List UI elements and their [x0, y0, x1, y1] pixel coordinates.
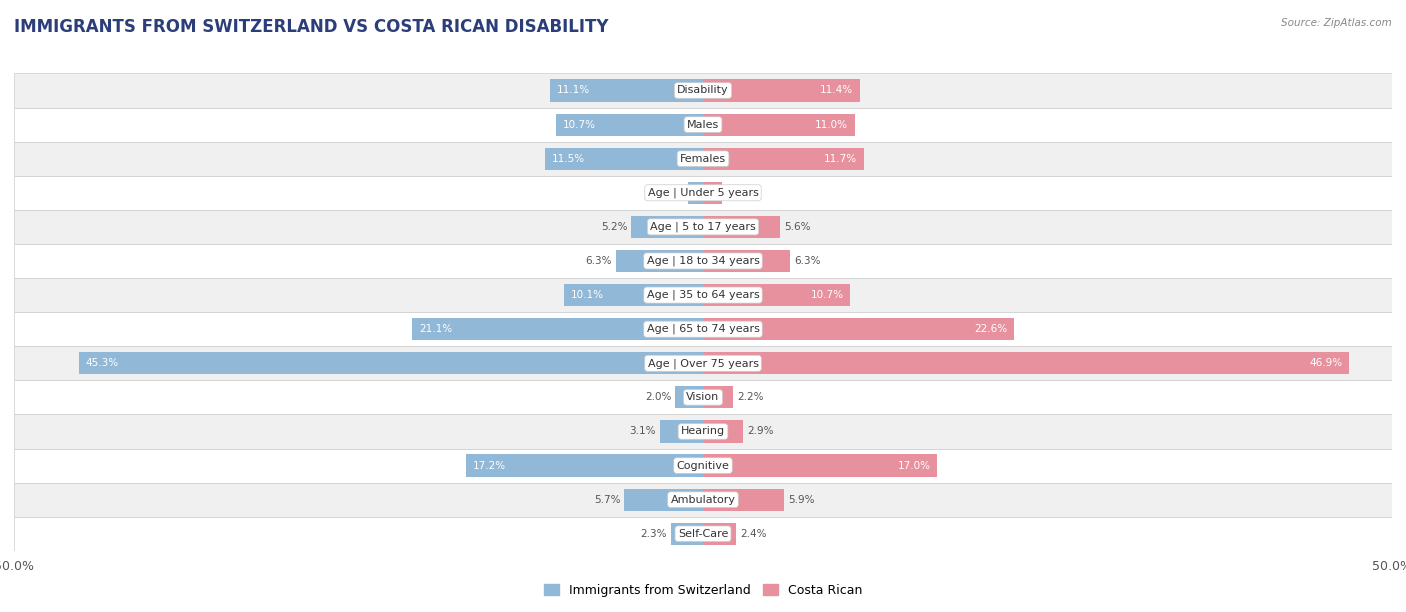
Bar	[631, 216, 703, 238]
Text: 22.6%: 22.6%	[974, 324, 1008, 334]
Text: 11.4%: 11.4%	[820, 86, 853, 95]
Text: 5.6%: 5.6%	[785, 222, 811, 232]
Text: 10.1%: 10.1%	[571, 290, 603, 300]
Text: 2.2%: 2.2%	[738, 392, 763, 402]
Bar	[703, 113, 855, 136]
Bar	[616, 250, 703, 272]
Bar	[661, 420, 703, 442]
Bar	[703, 216, 780, 238]
Text: 17.0%: 17.0%	[897, 461, 931, 471]
Bar	[412, 318, 703, 340]
Text: 5.9%: 5.9%	[789, 494, 815, 505]
Bar	[555, 113, 703, 136]
Text: 10.7%: 10.7%	[562, 119, 596, 130]
Bar	[14, 346, 1392, 380]
Text: 2.3%: 2.3%	[641, 529, 668, 539]
Text: 1.4%: 1.4%	[727, 188, 754, 198]
Bar	[703, 352, 1350, 375]
Text: 45.3%: 45.3%	[86, 358, 120, 368]
Text: 11.1%: 11.1%	[557, 86, 591, 95]
Text: 2.9%: 2.9%	[747, 427, 773, 436]
Bar	[703, 318, 1014, 340]
Bar	[79, 352, 703, 375]
Bar	[465, 455, 703, 477]
Bar	[14, 449, 1392, 483]
Bar	[675, 386, 703, 408]
Text: 6.3%: 6.3%	[585, 256, 612, 266]
Text: 17.2%: 17.2%	[472, 461, 506, 471]
Bar	[14, 278, 1392, 312]
Bar	[14, 517, 1392, 551]
Text: Age | 18 to 34 years: Age | 18 to 34 years	[647, 256, 759, 266]
Text: 46.9%: 46.9%	[1309, 358, 1343, 368]
Bar	[564, 284, 703, 306]
Bar	[14, 312, 1392, 346]
Text: 3.1%: 3.1%	[630, 427, 657, 436]
Bar	[671, 523, 703, 545]
Bar	[703, 182, 723, 204]
Bar	[14, 108, 1392, 141]
Bar	[703, 80, 860, 102]
Text: Males: Males	[688, 119, 718, 130]
Text: 11.7%: 11.7%	[824, 154, 858, 163]
Bar	[703, 284, 851, 306]
Bar	[14, 414, 1392, 449]
Text: Females: Females	[681, 154, 725, 163]
Text: 10.7%: 10.7%	[810, 290, 844, 300]
Text: Disability: Disability	[678, 86, 728, 95]
Legend: Immigrants from Switzerland, Costa Rican: Immigrants from Switzerland, Costa Rican	[538, 579, 868, 602]
Bar	[688, 182, 703, 204]
Bar	[703, 147, 865, 170]
Bar	[14, 141, 1392, 176]
Bar	[703, 523, 737, 545]
Text: 5.7%: 5.7%	[593, 494, 620, 505]
Text: IMMIGRANTS FROM SWITZERLAND VS COSTA RICAN DISABILITY: IMMIGRANTS FROM SWITZERLAND VS COSTA RIC…	[14, 18, 609, 36]
Bar	[14, 73, 1392, 108]
Bar	[703, 420, 742, 442]
Bar	[544, 147, 703, 170]
Text: Cognitive: Cognitive	[676, 461, 730, 471]
Text: Ambulatory: Ambulatory	[671, 494, 735, 505]
Text: 2.4%: 2.4%	[740, 529, 766, 539]
Bar	[703, 250, 790, 272]
Bar	[14, 176, 1392, 210]
Text: 11.0%: 11.0%	[814, 119, 848, 130]
Bar	[14, 380, 1392, 414]
Text: 6.3%: 6.3%	[794, 256, 821, 266]
Bar	[624, 488, 703, 511]
Bar	[703, 386, 734, 408]
Text: 11.5%: 11.5%	[551, 154, 585, 163]
Bar	[14, 244, 1392, 278]
Text: Vision: Vision	[686, 392, 720, 402]
Text: 1.1%: 1.1%	[657, 188, 683, 198]
Bar	[14, 210, 1392, 244]
Text: Age | 65 to 74 years: Age | 65 to 74 years	[647, 324, 759, 334]
Text: 5.2%: 5.2%	[600, 222, 627, 232]
Text: Age | 5 to 17 years: Age | 5 to 17 years	[650, 222, 756, 232]
Bar	[14, 483, 1392, 517]
Bar	[550, 80, 703, 102]
Text: 2.0%: 2.0%	[645, 392, 671, 402]
Text: Age | 35 to 64 years: Age | 35 to 64 years	[647, 290, 759, 300]
Text: Source: ZipAtlas.com: Source: ZipAtlas.com	[1281, 18, 1392, 28]
Text: Age | Under 5 years: Age | Under 5 years	[648, 187, 758, 198]
Text: 21.1%: 21.1%	[419, 324, 453, 334]
Text: Age | Over 75 years: Age | Over 75 years	[648, 358, 758, 368]
Text: Hearing: Hearing	[681, 427, 725, 436]
Bar	[703, 455, 938, 477]
Bar	[703, 488, 785, 511]
Text: Self-Care: Self-Care	[678, 529, 728, 539]
